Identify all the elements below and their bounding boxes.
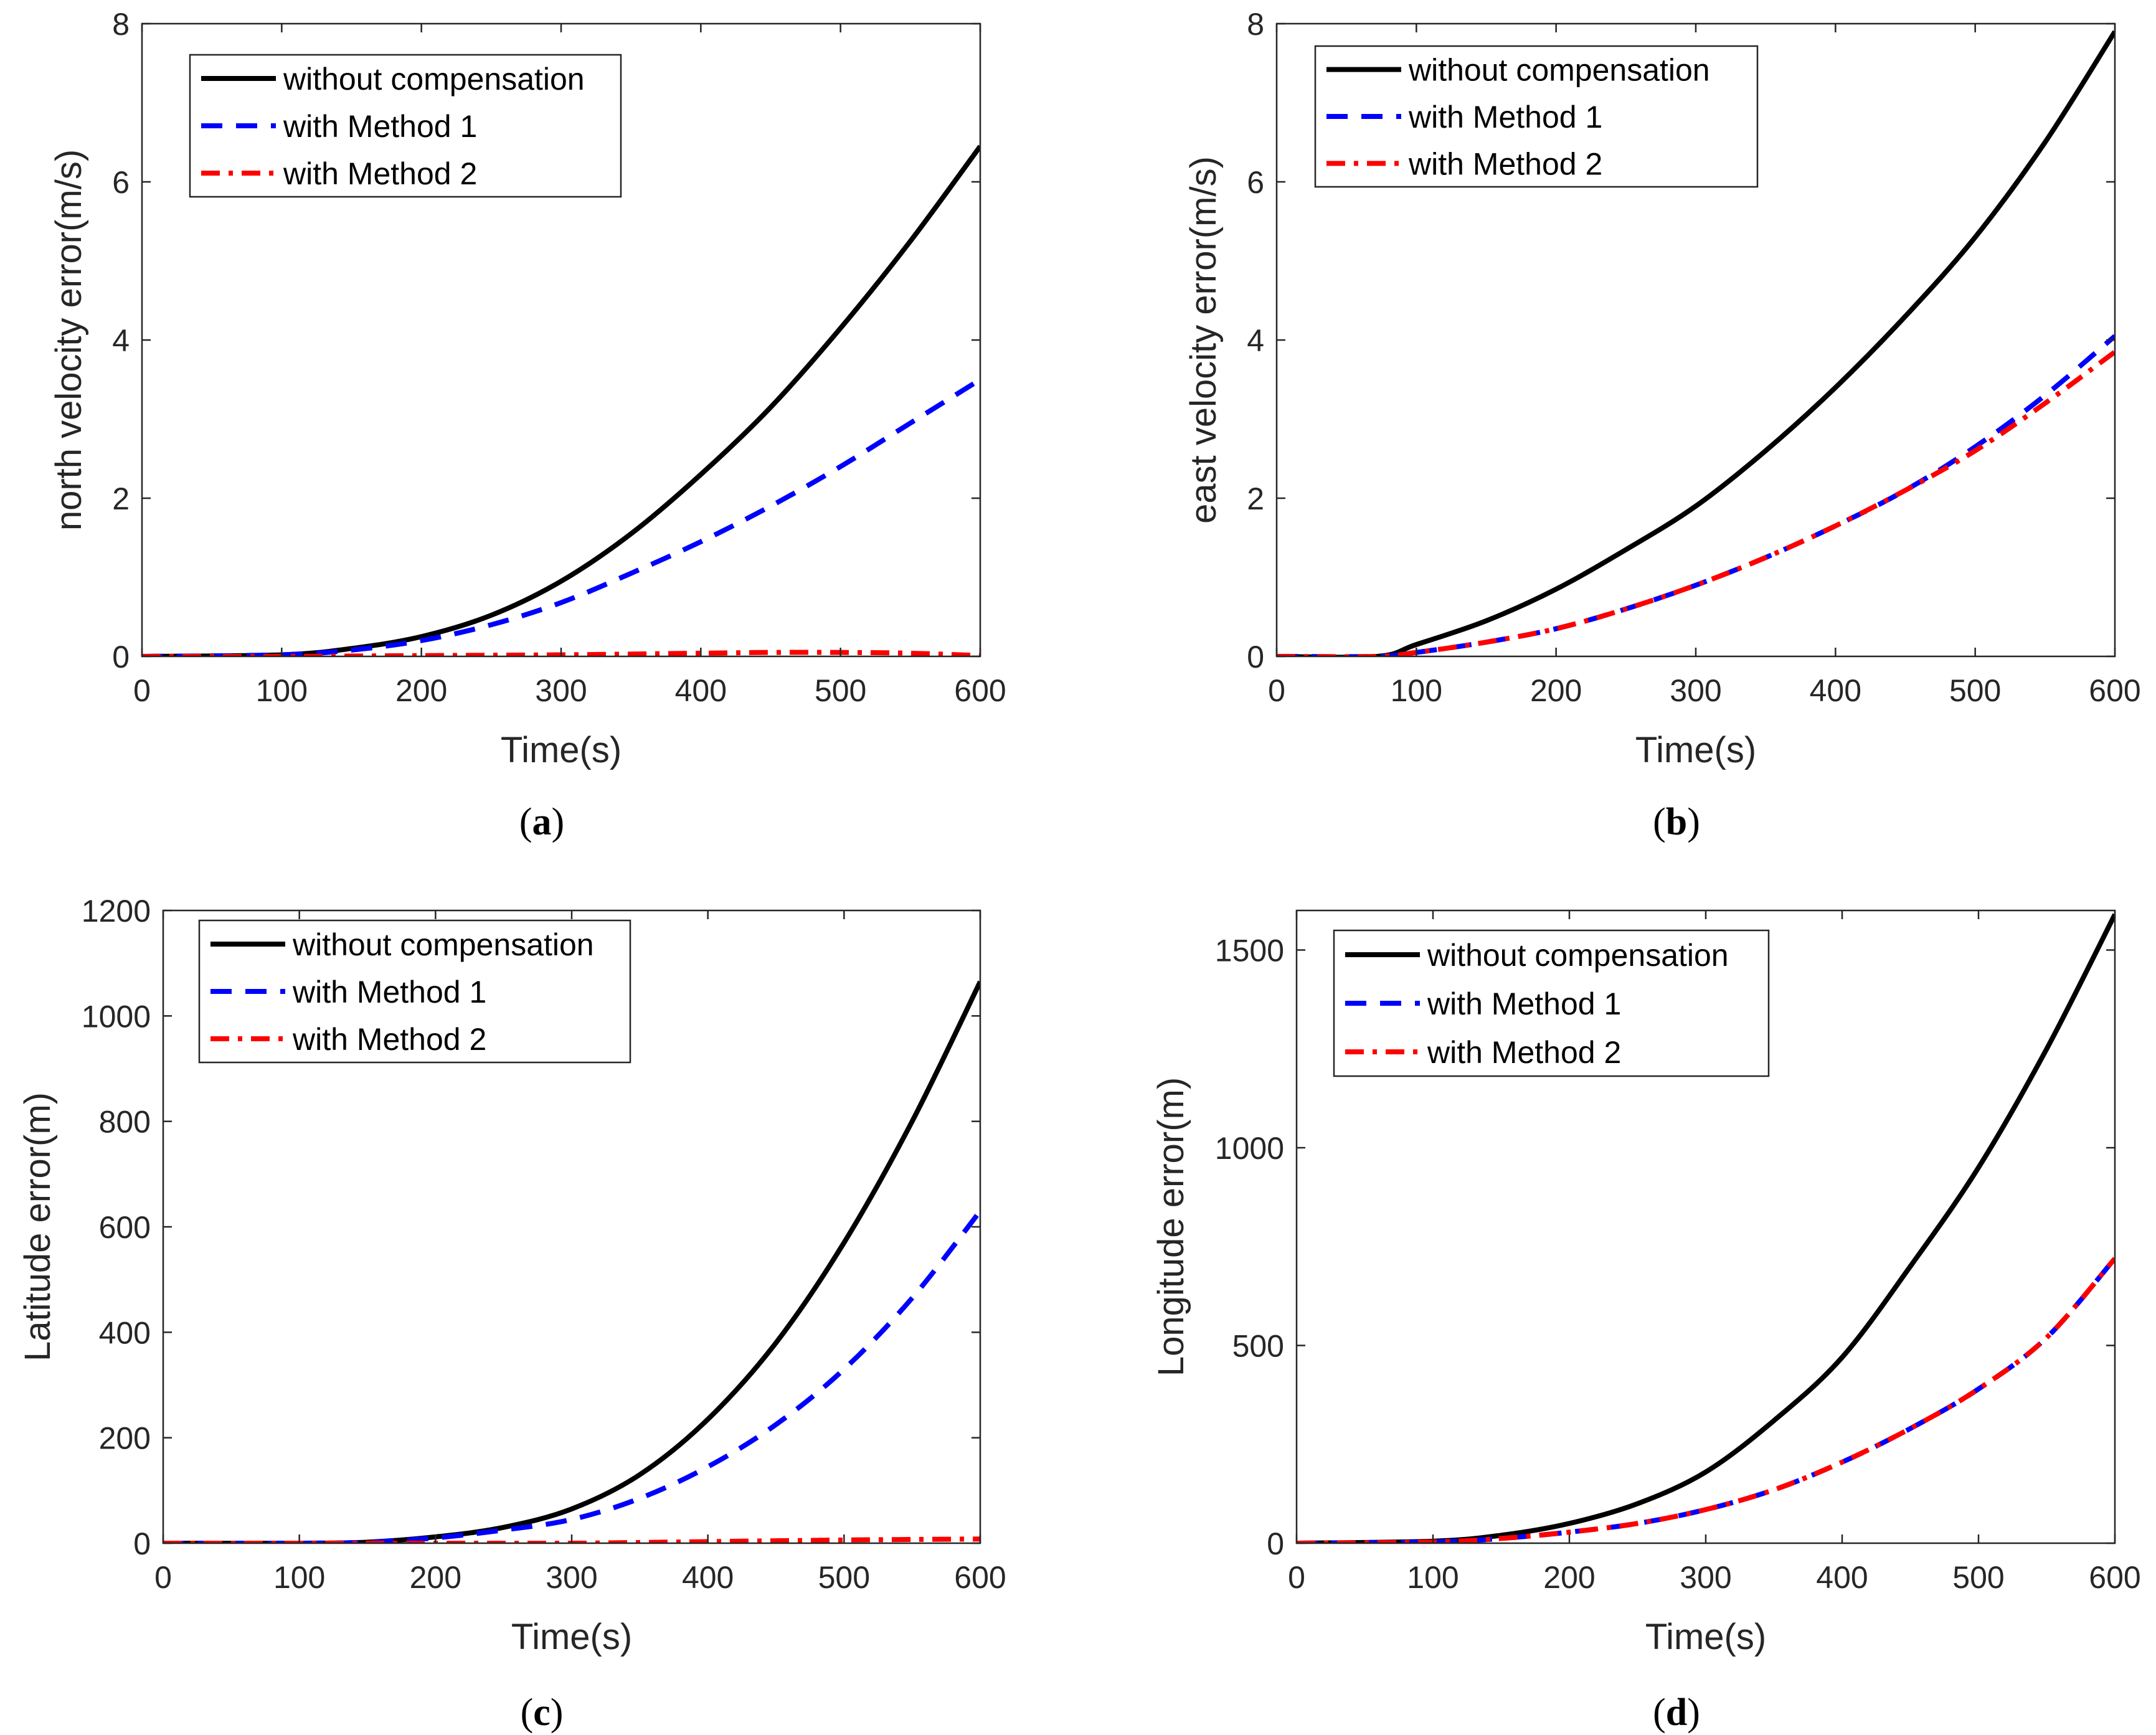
legend-entry-label: with Method 1 [1408,100,1602,135]
legend: without compensation with Method 1 with Me… [1314,45,1759,188]
x-axis-label: Time(s) [1645,1617,1766,1657]
y-axis-label: east velocity error(m/s) [1183,156,1224,524]
legend-entry-label: with Method 2 [283,156,477,191]
legend: without compensation with Method 1 with Me… [1333,929,1770,1077]
x-tick-label: 0 [1288,1560,1305,1595]
legend-entry-label: without compensation [292,927,594,962]
legend-entry-label: with Method 2 [1427,1035,1621,1070]
legend: without compensation with Method 1 with Me… [198,919,631,1064]
x-tick-label: 100 [1407,1560,1459,1595]
y-tick-label: 8 [1247,7,1264,42]
x-tick-label: 300 [535,673,587,708]
y-tick-label: 600 [99,1210,151,1245]
y-tick-label: 6 [1247,165,1264,200]
x-tick-label: 400 [1810,673,1861,708]
legend-entry-label: without compensation [1427,938,1729,973]
x-tick-label: 500 [818,1560,870,1595]
x-tick-label: 100 [256,673,308,708]
series-group [142,144,980,656]
x-tick-label: 400 [675,673,727,708]
x-tick-label: 0 [154,1560,172,1595]
x-tick-label: 0 [133,673,151,708]
y-tick-label: 8 [112,7,130,42]
x-tick-label: 100 [1391,673,1442,708]
y-tick-label: 200 [99,1421,151,1456]
legend-entry-label: with Method 1 [292,975,486,1009]
y-axis-label: Longitude error(m) [1151,1077,1191,1376]
series-line-with-method-1 [142,377,980,656]
series-line-without-compensation [1277,30,2115,656]
y-tick-label: 0 [1247,640,1264,674]
panel-label: (a) [519,801,564,843]
x-tick-label: 600 [954,673,1006,708]
x-tick-label: 200 [1543,1560,1595,1595]
x-tick-label: 500 [815,673,866,708]
x-axis-label: Time(s) [501,730,622,770]
x-tick-label: 500 [1949,673,2001,708]
x-tick-label: 400 [1816,1560,1868,1595]
y-axis-label: Latitude error(m) [17,1092,58,1361]
y-tick-label: 2 [112,481,130,516]
y-axis-label: north velocity error(m/s) [49,149,89,531]
legend-entry-label: with Method 1 [1427,986,1621,1021]
y-tick-label: 4 [112,323,130,358]
x-tick-label: 400 [682,1560,734,1595]
legend-entry-label: without compensation [283,62,585,97]
x-tick-label: 300 [546,1560,597,1595]
series-line-with-method-2 [142,650,980,656]
series-line-without-compensation [1297,913,2115,1543]
y-tick-label: 1500 [1215,934,1284,968]
chart-panel-c: 0 100 200 300 400 500 600 0 200 400 600 800 1000 1200… [17,894,1006,1734]
panel-label: (d) [1653,1691,1700,1734]
y-tick-label: 500 [1232,1329,1284,1364]
x-axis-label: Time(s) [511,1617,632,1657]
panel-label: (b) [1653,801,1700,843]
y-tick-label: 0 [1267,1526,1284,1561]
legend-entry-label: with Method 2 [292,1022,486,1057]
y-tick-label: 6 [112,165,130,200]
x-tick-label: 100 [273,1560,325,1595]
y-tick-label: 4 [1247,323,1264,358]
legend-entry-label: with Method 1 [283,109,477,144]
x-axis-label: Time(s) [1635,730,1756,770]
chart-panel-d: 0 100 200 300 400 500 600 0 500 1000 1500 Time(s) Lo… [1151,909,2141,1734]
y-tick-label: 0 [112,640,130,674]
y-tick-label: 800 [99,1105,151,1140]
y-tick-label: 1000 [82,999,151,1034]
chart-panel-a: 0 100 200 300 400 500 600 0 2 4 6 8 Time(s) north vel… [49,7,1006,843]
series-line-without-compensation [142,144,980,656]
series-group [1297,913,2115,1543]
x-tick-label: 600 [2089,1560,2140,1595]
y-tick-label: 400 [99,1315,151,1350]
x-tick-label: 0 [1268,673,1285,708]
y-tick-label: 1000 [1215,1131,1284,1166]
chart-panel-b: 0 100 200 300 400 500 600 0 2 4 6 8 Time(s) east velo… [1183,7,2141,843]
series-line-with-method-1 [1297,1257,2115,1543]
x-tick-label: 300 [1670,673,1721,708]
panel-label: (c) [521,1691,564,1734]
y-tick-label: 0 [133,1526,151,1561]
x-tick-label: 200 [1530,673,1582,708]
x-tick-label: 500 [1952,1560,2004,1595]
x-tick-label: 200 [395,673,447,708]
y-tick-label: 1200 [82,894,151,929]
legend-entry-label: with Method 2 [1408,146,1602,181]
x-tick-label: 600 [954,1560,1006,1595]
x-tick-label: 600 [2089,673,2140,708]
series-line-with-method-2 [1297,1257,2115,1543]
x-tick-label: 300 [1680,1560,1731,1595]
legend-entry-label: without compensation [1408,53,1710,88]
x-tick-label: 200 [410,1560,461,1595]
legend: without compensation with Method 1 with Me… [189,54,622,198]
y-tick-label: 2 [1247,481,1264,516]
